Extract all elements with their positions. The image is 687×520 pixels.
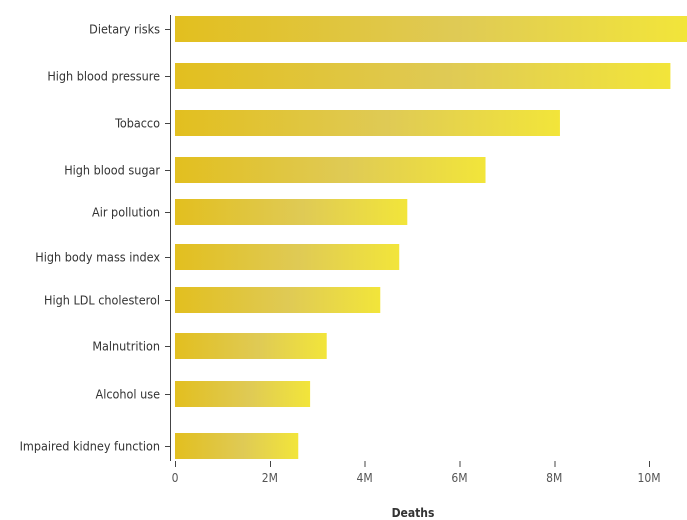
bar-high-blood-sugar [175,157,486,183]
bar-high-ldl-cholesterol [175,287,381,313]
y-tick-label: Impaired kidney function [20,439,160,454]
bar-tobacco [175,110,560,136]
x-tick-label: 2M [262,471,278,485]
y-tick-label: High blood sugar [64,163,160,178]
x-tick-label: 8M [546,471,562,485]
bar-impaired-kidney-function [175,433,299,459]
bars [175,16,687,459]
x-tick-label: 10M [638,471,661,485]
y-tick-label: High body mass index [35,250,160,265]
y-tick-label: Tobacco [114,116,160,131]
y-tick-label: Alcohol use [96,387,161,402]
x-axis: 0 2M 4M 6M 8M 10M [172,461,661,485]
x-axis-title: Deaths [392,506,435,520]
y-tick-label: Malnutrition [92,339,160,354]
x-tick-label: 4M [357,471,373,485]
y-axis: Dietary risks High blood pressure Tobacco H… [20,15,171,461]
bar-alcohol-use [175,381,311,407]
y-tick-label: Dietary risks [89,22,160,37]
x-tick-label: 6M [451,471,467,485]
bar-malnutrition [175,333,327,359]
bar-high-blood-pressure [175,63,671,89]
y-tick-label: High blood pressure [47,69,160,84]
bar-high-body-mass-index [175,244,400,270]
y-tick-label: High LDL cholesterol [44,293,160,308]
bar-air-pollution [175,199,408,225]
x-tick-label: 0 [172,471,179,485]
y-tick-label: Air pollution [92,205,160,220]
bar-dietary-risks [175,16,687,42]
